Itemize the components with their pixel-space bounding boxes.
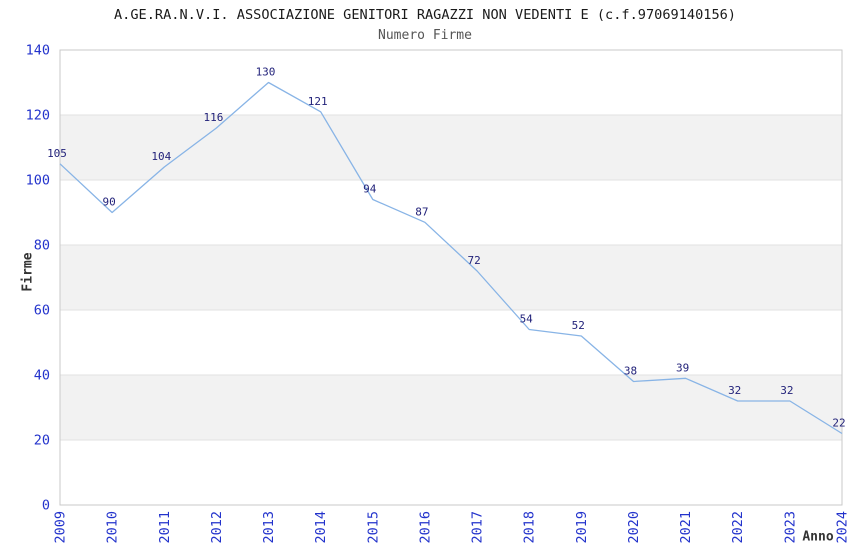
y-tick-label: 20 — [34, 433, 50, 449]
plot-border — [59, 49, 843, 506]
point-label: 130 — [256, 66, 276, 79]
x-tick-label: 2013 — [261, 511, 277, 544]
point-label: 87 — [415, 205, 428, 218]
point-label: 32 — [728, 384, 741, 397]
grid-band — [60, 115, 842, 180]
point-label: 94 — [363, 183, 377, 196]
y-tick-label: 120 — [26, 108, 50, 124]
point-label: 54 — [520, 313, 534, 326]
x-tick-label: 2020 — [626, 511, 642, 544]
point-label: 105 — [47, 147, 67, 160]
y-tick-label: 60 — [34, 303, 50, 319]
x-tick-label: 2018 — [522, 511, 538, 544]
y-tick-label: 80 — [34, 238, 50, 254]
chart-title: A.GE.RA.N.V.I. ASSOCIAZIONE GENITORI RAG… — [114, 7, 736, 23]
point-label: 39 — [676, 361, 689, 374]
x-axis-label: Anno — [802, 529, 834, 545]
point-label: 104 — [151, 150, 171, 163]
x-tick-label: 2009 — [53, 511, 69, 544]
x-tick-label: 2010 — [105, 511, 121, 544]
point-label: 52 — [572, 319, 585, 332]
y-tick-label: 100 — [26, 173, 50, 189]
point-label: 38 — [624, 365, 637, 378]
point-label: 32 — [780, 384, 793, 397]
x-tick-label: 2019 — [574, 511, 590, 544]
x-tick-label: 2011 — [157, 511, 173, 544]
point-label: 22 — [832, 417, 845, 430]
x-tick-label: 2021 — [678, 511, 694, 544]
x-tick-label: 2022 — [730, 511, 746, 544]
grid-band — [60, 375, 842, 440]
y-axis-label: Firme — [20, 252, 36, 292]
point-label: 90 — [102, 196, 115, 209]
x-tick-label: 2023 — [782, 511, 798, 544]
x-tick-label: 2016 — [417, 511, 433, 544]
grid-band — [60, 245, 842, 310]
y-tick-label: 140 — [26, 43, 50, 59]
data-line — [59, 81, 843, 435]
x-tick-label: 2015 — [365, 511, 381, 544]
x-tick-label: 2014 — [313, 511, 329, 544]
x-tick-label: 2024 — [835, 511, 850, 544]
y-tick-label: 0 — [42, 498, 50, 514]
x-tick-label: 2017 — [470, 511, 486, 544]
x-tick-label: 2012 — [209, 511, 225, 544]
point-label: 72 — [467, 254, 480, 267]
point-label: 116 — [203, 111, 223, 124]
y-tick-label: 40 — [34, 368, 50, 384]
point-label: 121 — [308, 95, 328, 108]
chart-subtitle: Numero Firme — [378, 28, 472, 43]
